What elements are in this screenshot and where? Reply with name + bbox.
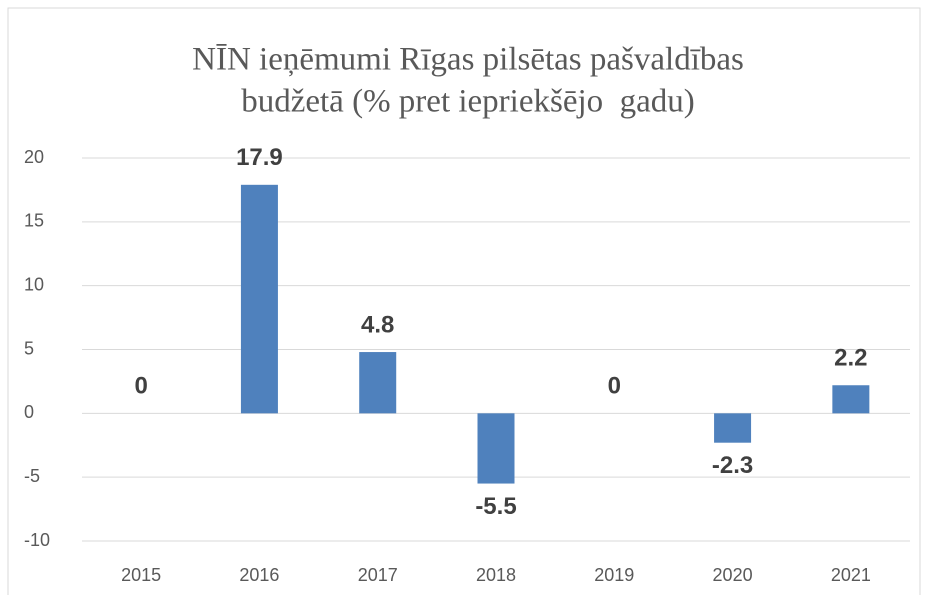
x-tick-label: 2017	[358, 565, 398, 585]
y-tick-label: -10	[24, 530, 50, 550]
x-tick-label: 2020	[713, 565, 753, 585]
x-tick-label: 2021	[831, 565, 871, 585]
data-label: 2.2	[834, 345, 867, 372]
y-tick-label: -5	[24, 466, 40, 486]
y-tick-label: 0	[24, 402, 34, 422]
data-label: -2.3	[712, 452, 753, 479]
data-label: 4.8	[361, 311, 394, 338]
data-label: 0	[134, 373, 147, 400]
y-tick-label: 5	[24, 338, 34, 358]
chart-title: NĪN ieņēmumi Rīgas pilsētas pašvaldības	[192, 42, 744, 78]
x-tick-label: 2018	[476, 565, 516, 585]
bar	[714, 413, 752, 443]
bar	[477, 413, 515, 484]
bar	[359, 352, 397, 414]
bar	[240, 184, 278, 414]
y-tick-label: 10	[24, 274, 44, 294]
x-tick-label: 2015	[121, 565, 161, 585]
data-label: 17.9	[236, 144, 283, 171]
chart-frame	[7, 7, 921, 595]
x-tick-label: 2016	[239, 565, 279, 585]
bar	[832, 385, 870, 414]
data-label: -5.5	[475, 493, 516, 520]
y-tick-label: 20	[24, 147, 44, 167]
chart-title: budžetā (% pret iepriekšējo gadu)	[241, 84, 695, 120]
data-label: 0	[608, 373, 621, 400]
y-tick-label: 15	[24, 211, 44, 231]
x-tick-label: 2019	[594, 565, 634, 585]
